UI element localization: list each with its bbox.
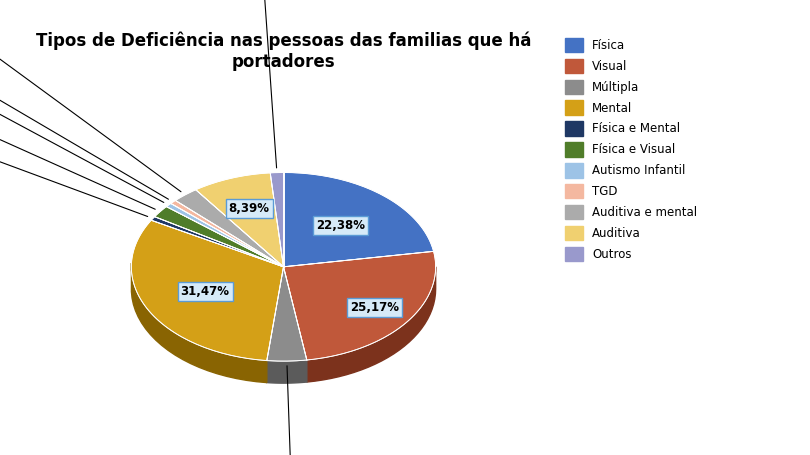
Text: 22,38%: 22,38% bbox=[316, 219, 365, 232]
Polygon shape bbox=[266, 360, 307, 383]
Polygon shape bbox=[171, 201, 284, 267]
Polygon shape bbox=[131, 263, 266, 383]
Polygon shape bbox=[176, 190, 284, 267]
Polygon shape bbox=[131, 220, 284, 360]
Text: 0,70%: 0,70% bbox=[0, 10, 164, 202]
Polygon shape bbox=[307, 267, 436, 382]
Polygon shape bbox=[151, 217, 284, 267]
Text: 8,39%: 8,39% bbox=[228, 202, 270, 215]
Text: 0,70%: 0,70% bbox=[0, 65, 147, 217]
Text: 0,70%: 0,70% bbox=[0, 0, 168, 199]
Text: 25,17%: 25,17% bbox=[350, 301, 399, 314]
Text: 31,47%: 31,47% bbox=[181, 285, 229, 298]
Text: 1,40%: 1,40% bbox=[237, 0, 276, 168]
Text: 4,20%: 4,20% bbox=[278, 366, 317, 455]
Polygon shape bbox=[284, 172, 433, 267]
Polygon shape bbox=[266, 267, 307, 361]
Text: 2,80%: 2,80% bbox=[0, 0, 181, 192]
Polygon shape bbox=[196, 173, 284, 267]
Text: 2,10%: 2,10% bbox=[0, 36, 156, 209]
Text: Tipos de Deficiência nas pessoas das familias que há
portadores: Tipos de Deficiência nas pessoas das fam… bbox=[36, 32, 531, 71]
Polygon shape bbox=[271, 172, 284, 267]
Polygon shape bbox=[155, 207, 284, 267]
Legend: Física, Visual, Múltipla, Mental, Física e Mental, Física e Visual, Autismo Infa: Física, Visual, Múltipla, Mental, Física… bbox=[565, 38, 697, 261]
Polygon shape bbox=[166, 203, 284, 267]
Polygon shape bbox=[284, 251, 436, 360]
